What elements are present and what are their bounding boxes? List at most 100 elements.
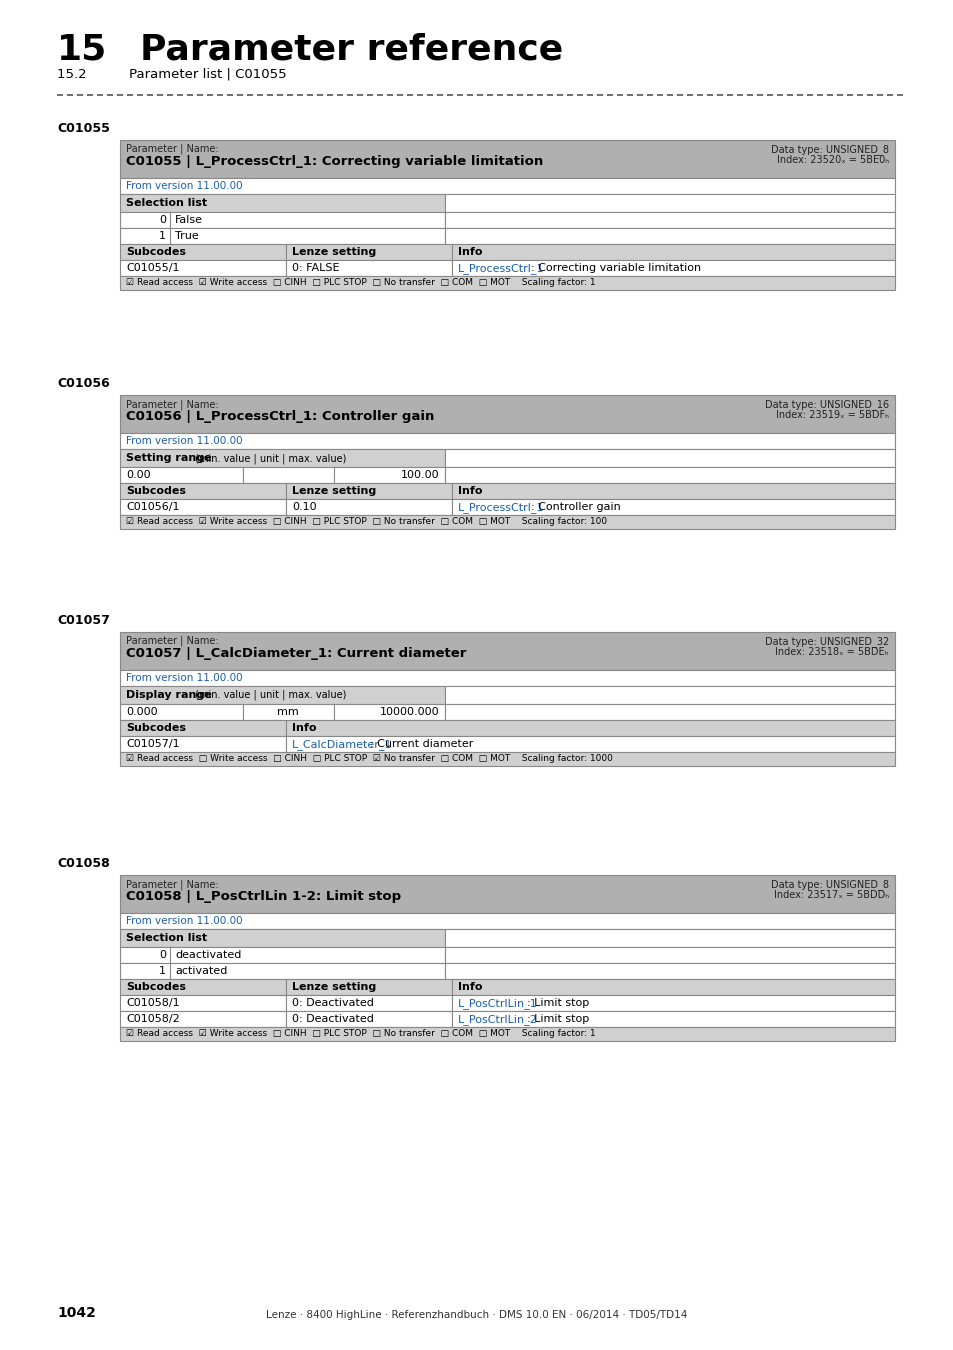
Text: 0: 0 [159, 950, 166, 960]
Text: : Limit stop: : Limit stop [526, 1014, 588, 1025]
Text: 15: 15 [57, 32, 107, 66]
Bar [120, 483, 286, 499]
Bar [120, 212, 444, 228]
Text: 100.00: 100.00 [400, 470, 438, 481]
Text: C01056 | L_ProcessCtrl_1: Controller gain: C01056 | L_ProcessCtrl_1: Controller gai… [126, 410, 434, 423]
Text: L_CalcDiameter_1: L_CalcDiameter_1 [292, 738, 392, 749]
Text: Display range: Display range [126, 690, 212, 701]
Text: 0.000: 0.000 [126, 707, 157, 717]
Bar [120, 261, 286, 275]
Text: Parameter | Name:: Parameter | Name: [126, 879, 218, 890]
Bar [120, 720, 286, 736]
Bar [120, 244, 286, 261]
Text: C01058 | L_PosCtrlLin 1-2: Limit stop: C01058 | L_PosCtrlLin 1-2: Limit stop [126, 890, 400, 903]
Text: (min. value | unit | max. value): (min. value | unit | max. value) [193, 454, 346, 463]
Text: 0: FALSE: 0: FALSE [292, 263, 339, 273]
Text: C01056: C01056 [57, 377, 110, 390]
Text: 0.00: 0.00 [126, 470, 151, 481]
Text: Parameter | Name:: Parameter | Name: [126, 636, 218, 647]
Text: ☑ Read access  ☑ Write access  □ CINH  □ PLC STOP  □ No transfer  □ COM  □ MOT  : ☑ Read access ☑ Write access □ CINH □ PL… [126, 1029, 595, 1038]
Text: 1: 1 [159, 967, 166, 976]
Bar [120, 275, 894, 290]
Bar [120, 752, 894, 765]
Bar [286, 720, 894, 736]
Bar [120, 467, 243, 483]
Bar [444, 228, 894, 244]
Text: 0: Deactivated: 0: Deactivated [292, 998, 374, 1008]
Bar [286, 244, 452, 261]
Bar [120, 995, 286, 1011]
Bar [120, 686, 444, 703]
Text: Index: 23518ₓ = 5BDEₕ: Index: 23518ₓ = 5BDEₕ [775, 647, 888, 657]
Bar [452, 995, 894, 1011]
Text: : Controller gain: : Controller gain [531, 502, 620, 512]
Text: 15.2          Parameter list | C01055: 15.2 Parameter list | C01055 [57, 68, 286, 81]
Bar [444, 703, 894, 720]
Text: Data type: UNSIGNED_8: Data type: UNSIGNED_8 [770, 879, 888, 890]
Text: Parameter reference: Parameter reference [140, 32, 562, 66]
Bar [120, 1011, 286, 1027]
Text: Index: 23520ₓ = 5BE0ₕ: Index: 23520ₓ = 5BE0ₕ [776, 155, 888, 165]
Bar [120, 1027, 894, 1041]
Text: 0.10: 0.10 [292, 502, 316, 512]
Text: Subcodes: Subcodes [126, 724, 186, 733]
Text: Parameter | Name:: Parameter | Name: [126, 144, 218, 154]
Text: ☑ Read access  ☑ Write access  □ CINH  □ PLC STOP  □ No transfer  □ COM  □ MOT  : ☑ Read access ☑ Write access □ CINH □ PL… [126, 278, 595, 288]
Text: From version 11.00.00: From version 11.00.00 [126, 181, 242, 190]
Text: L_ProcessCtrl_1: L_ProcessCtrl_1 [457, 263, 544, 274]
Text: mm: mm [276, 707, 298, 717]
Text: Data type: UNSIGNED_8: Data type: UNSIGNED_8 [770, 144, 888, 155]
Bar [120, 194, 444, 212]
Bar [120, 433, 894, 450]
Bar [444, 963, 894, 979]
Bar [444, 929, 894, 946]
Bar [444, 467, 894, 483]
Text: : Current diameter: : Current diameter [370, 738, 474, 749]
Text: (min. value | unit | max. value): (min. value | unit | max. value) [193, 690, 346, 701]
Text: C01055: C01055 [57, 122, 110, 135]
Text: C01058/1: C01058/1 [126, 998, 179, 1008]
Text: ☑ Read access  ☑ Write access  □ CINH  □ PLC STOP  □ No transfer  □ COM  □ MOT  : ☑ Read access ☑ Write access □ CINH □ PL… [126, 517, 606, 526]
Text: Lenze · 8400 HighLine · Referenzhandbuch · DMS 10.0 EN · 06/2014 · TD05/TD14: Lenze · 8400 HighLine · Referenzhandbuch… [266, 1310, 687, 1320]
Text: 0: Deactivated: 0: Deactivated [292, 1014, 374, 1025]
Text: Subcodes: Subcodes [126, 486, 186, 495]
Bar [452, 979, 894, 995]
Text: From version 11.00.00: From version 11.00.00 [126, 436, 242, 446]
Text: Info: Info [292, 724, 316, 733]
Bar [286, 261, 452, 275]
Text: : Correcting variable limitation: : Correcting variable limitation [531, 263, 700, 273]
Bar [120, 736, 286, 752]
Text: Selection list: Selection list [126, 198, 207, 208]
Text: Info: Info [457, 981, 482, 992]
Text: Lenze setting: Lenze setting [292, 981, 375, 992]
Bar [452, 261, 894, 275]
Bar [286, 500, 452, 514]
Text: 1: 1 [159, 231, 166, 242]
Bar [444, 450, 894, 467]
Text: C01057/1: C01057/1 [126, 738, 179, 749]
Bar [243, 467, 334, 483]
Text: 1042: 1042 [57, 1305, 95, 1320]
Bar [286, 483, 452, 499]
Text: Lenze setting: Lenze setting [292, 486, 375, 495]
Text: C01057: C01057 [57, 614, 110, 626]
Bar [120, 632, 894, 670]
Text: From version 11.00.00: From version 11.00.00 [126, 674, 242, 683]
Bar [286, 979, 452, 995]
Text: Selection list: Selection list [126, 933, 207, 944]
Bar [120, 228, 444, 244]
Bar [452, 1011, 894, 1027]
Bar [120, 500, 286, 514]
Bar [334, 703, 444, 720]
Text: C01056/1: C01056/1 [126, 502, 179, 512]
Bar [286, 995, 452, 1011]
Bar [120, 963, 444, 979]
Bar [120, 703, 243, 720]
Text: C01058/2: C01058/2 [126, 1014, 179, 1025]
Text: ☑ Read access  □ Write access  □ CINH  □ PLC STOP  ☑ No transfer  □ COM  □ MOT  : ☑ Read access □ Write access □ CINH □ PL… [126, 755, 612, 763]
Text: True: True [174, 231, 198, 242]
Bar [120, 178, 894, 194]
Text: Info: Info [457, 247, 482, 256]
Text: 0: 0 [159, 215, 166, 225]
Text: activated: activated [174, 967, 227, 976]
